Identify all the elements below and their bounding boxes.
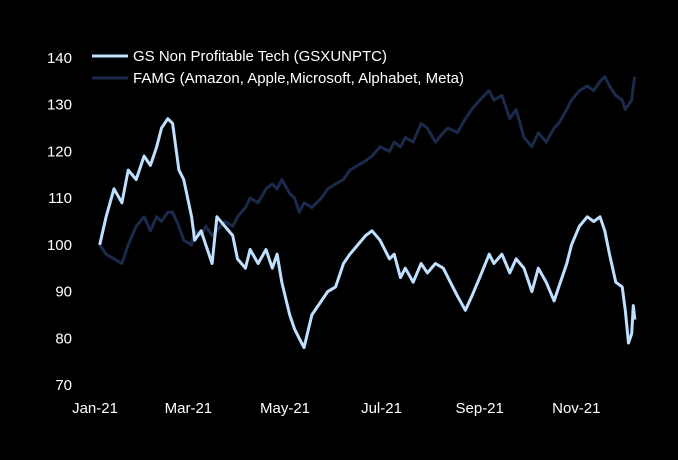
y-tick-label: 70 — [55, 377, 72, 394]
y-tick-label: 80 — [55, 330, 72, 347]
series-line-1 — [98, 75, 637, 265]
series-layer — [98, 75, 637, 350]
x-tick-label: Sep-21 — [456, 400, 504, 417]
x-tick-label: May-21 — [260, 400, 310, 417]
y-axis-ticks: 70 80 90 100 110 120 130 140 — [47, 50, 72, 394]
y-tick-label: 140 — [47, 50, 72, 67]
x-tick-label: Mar-21 — [165, 400, 213, 417]
y-tick-label: 130 — [47, 97, 72, 114]
x-tick-label: Jan-21 — [72, 400, 118, 417]
x-tick-label: Nov-21 — [552, 400, 600, 417]
y-tick-label: 100 — [47, 237, 72, 254]
legend-label-series-1: FAMG (Amazon, Apple,Microsoft, Alphabet,… — [133, 70, 464, 87]
x-tick-label: Jul-21 — [361, 400, 402, 417]
y-tick-label: 120 — [47, 143, 72, 160]
x-axis-ticks: Jan-21 Mar-21 May-21 Jul-21 Sep-21 Nov-21 — [72, 400, 600, 417]
y-tick-label: 110 — [48, 190, 72, 207]
y-tick-label: 90 — [55, 284, 72, 301]
legend-label-series-0: GS Non Profitable Tech (GSXUNPTC) — [133, 48, 387, 65]
legend: GS Non Profitable Tech (GSXUNPTC) FAMG (… — [92, 48, 464, 87]
series-line-0 — [98, 117, 637, 350]
